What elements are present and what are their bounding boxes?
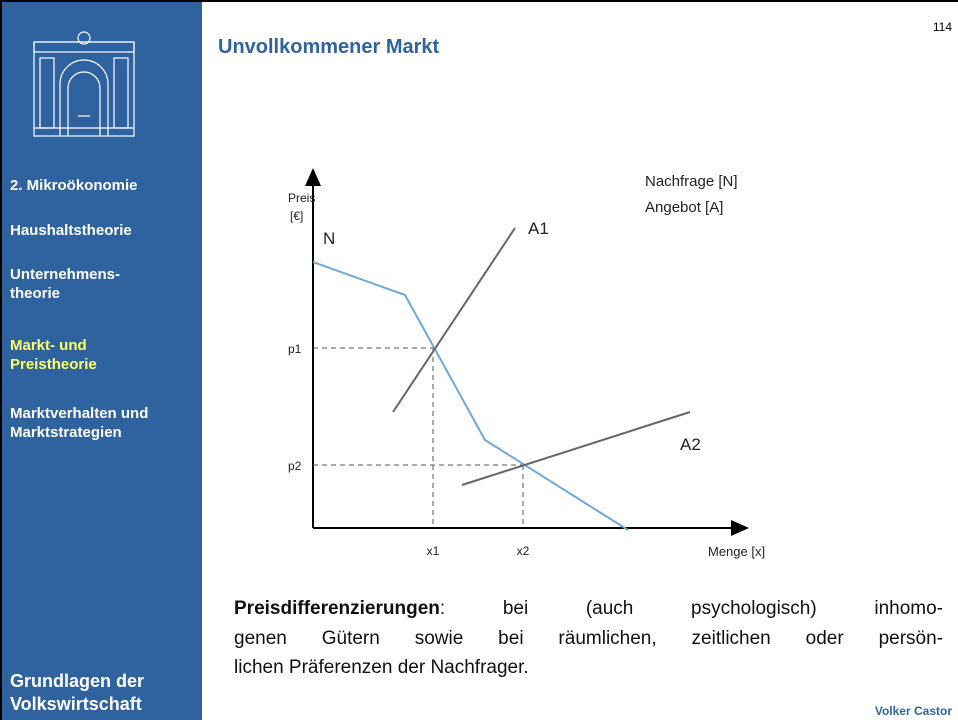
text: : bei (auch psychologisch) inhomo- [439, 598, 943, 619]
legend-text: Angebot [A] [645, 199, 723, 216]
demand-curve [312, 261, 629, 531]
nav-item[interactable]: Markt- und Preistheorie [10, 336, 97, 374]
a2-label: A2 [680, 435, 701, 454]
y-axis-label: Preis [288, 191, 315, 205]
sidebar: 2. Mikroökonomie Haushaltstheorie Unterneh… [0, 0, 202, 720]
slide-title: Unvollkommener Markt [218, 36, 440, 58]
nav-text: 2. Mikroökonomie [10, 177, 138, 194]
nav-text: Marktverhalten und [10, 405, 149, 422]
supply-a1 [392, 227, 516, 413]
slide-number: 114 [932, 20, 952, 34]
footer-text: Grundlagen der [10, 671, 145, 691]
x1-label: x1 [427, 544, 440, 558]
nav-text: Markt- und [10, 337, 87, 354]
term: Preisdifferenzierungen [234, 598, 440, 619]
footer-text: Volkswirtschaft [10, 694, 142, 714]
author: Volker Castor [874, 704, 952, 718]
text-line: genen Gütern sowie bei räumlichen, zeitl… [234, 627, 943, 649]
p2-label: p2 [288, 459, 302, 473]
nav-text: Marktstrategien [10, 424, 122, 441]
x2-label: x2 [517, 544, 530, 558]
p1-label: p1 [288, 342, 302, 356]
nav-item[interactable]: Haushaltstheorie [10, 221, 132, 240]
nav-text: theorie [10, 285, 61, 302]
nav-item[interactable]: Marktverhalten und Marktstrategien [10, 404, 148, 442]
nav-item[interactable]: 2. Mikroökonomie [10, 176, 138, 195]
sidebar-footer: Grundlagen der Volkswirtschaft [10, 670, 144, 716]
diagram: Preis [€] N A1 A2 p1 p2 x1 x2 Menge [x] … [288, 168, 765, 559]
body-text: Preisdifferenzierungen: bei (auch psycho… [234, 594, 943, 683]
demand-label: N [323, 229, 335, 248]
a1-label: A1 [528, 219, 549, 238]
nav-text: Preistheorie [10, 356, 97, 373]
legend-text: Nachfrage [N] [645, 173, 738, 190]
nav-item[interactable]: Unternehmens-theorie [10, 265, 120, 303]
supply-a2 [461, 411, 691, 486]
text-line: lichen Präferenzen der Nachfrager. [234, 657, 529, 678]
logo [33, 31, 135, 137]
nav-text: Haushaltstheorie [10, 222, 132, 239]
x-axis-label: Menge [x] [708, 544, 765, 559]
y-axis-label: [€] [290, 209, 303, 223]
nav-text: Unternehmens- [10, 266, 121, 283]
top-border [202, 0, 958, 2]
text-line: Preisdifferenzierungen: bei (auch psycho… [234, 594, 943, 624]
